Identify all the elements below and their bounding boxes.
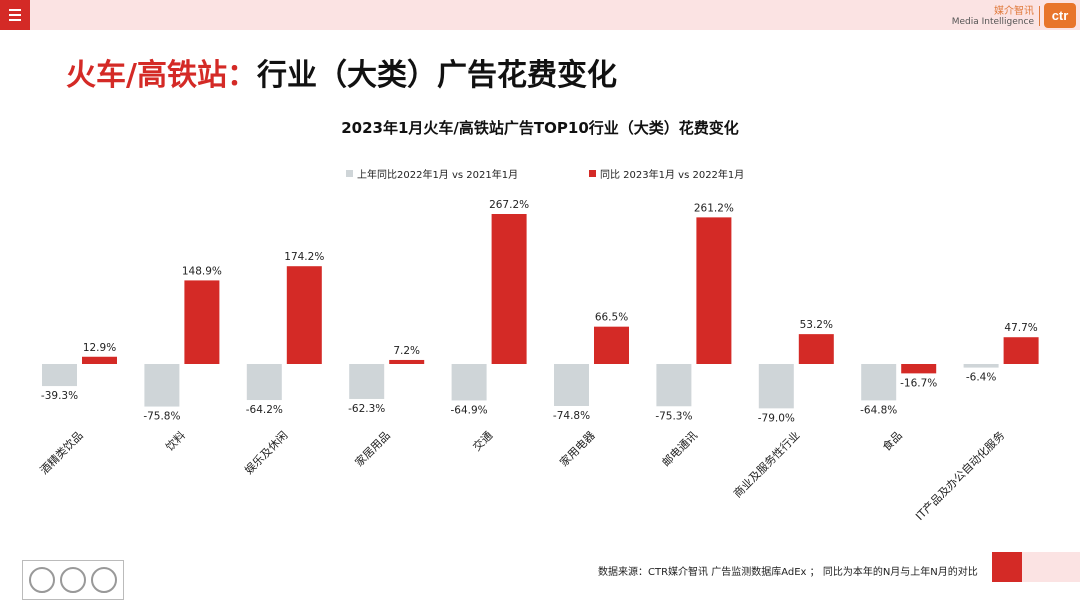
brand-name-en: Media Intelligence <box>951 17 1034 27</box>
data-label: -79.0% <box>758 412 795 424</box>
category-label: 家居用品 <box>352 428 393 469</box>
page-title: 火车/高铁站：行业（大类）广告花费变化 <box>66 50 617 94</box>
data-label: -64.2% <box>246 404 283 416</box>
bar-yoy <box>491 214 527 364</box>
bar-yoy <box>594 326 629 364</box>
menu-icon-line <box>9 14 21 16</box>
data-label: -62.3% <box>348 403 385 415</box>
sgs-seal-icon <box>60 567 86 593</box>
brand-divider <box>1039 6 1040 26</box>
bar-yoy <box>389 359 425 364</box>
data-label: -16.7% <box>900 377 937 389</box>
data-label: -64.9% <box>451 404 488 416</box>
bar-prev-year <box>451 364 487 401</box>
bar-prev-year <box>246 364 282 401</box>
data-label: 66.5% <box>595 312 628 324</box>
data-label: 267.2% <box>489 199 529 211</box>
data-label: -6.4% <box>966 372 996 384</box>
data-label: -64.8% <box>860 404 897 416</box>
bar-yoy <box>901 364 937 374</box>
bar-prev-year <box>861 364 897 401</box>
data-label: -74.8% <box>553 410 590 422</box>
footer-pink-block <box>1022 552 1080 582</box>
menu-button[interactable] <box>0 0 30 30</box>
bar-prev-year <box>656 364 692 407</box>
category-label: 娱乐及休闲 <box>242 428 291 477</box>
chart-title: 2023年1月火车/高铁站广告TOP10行业（大类）花费变化 <box>341 119 739 137</box>
brand-text: 媒介智讯 Media Intelligence <box>952 6 1034 28</box>
bar-yoy <box>82 356 117 364</box>
category-label: 饮料 <box>163 428 188 453</box>
bar-yoy <box>286 266 322 364</box>
legend-label: 上年同比2022年1月 vs 2021年1月 <box>357 168 518 181</box>
certification-seals <box>22 560 124 600</box>
menu-icon-line <box>9 19 21 21</box>
data-label: -75.3% <box>655 410 692 422</box>
data-label: 261.2% <box>694 202 734 214</box>
bar-yoy <box>696 217 732 364</box>
bar-prev-year <box>758 364 794 409</box>
category-label: 交通 <box>470 428 495 453</box>
bar-prev-year <box>144 364 180 407</box>
data-label: 7.2% <box>393 345 420 357</box>
page-title-main: 行业（大类）广告花费变化 <box>256 58 617 93</box>
data-label: 47.7% <box>1004 322 1037 334</box>
legend-label: 同比 2023年1月 vs 2022年1月 <box>600 168 744 181</box>
category-label: IT产品及办公自动化服务 <box>912 428 1007 523</box>
bar-yoy <box>1003 337 1039 364</box>
legend-swatch <box>589 170 596 177</box>
sgs-seal-icon <box>29 567 55 593</box>
top-bar <box>0 0 1080 30</box>
legend-swatch <box>346 170 353 177</box>
data-label: -39.3% <box>41 390 78 402</box>
data-label: 148.9% <box>182 265 222 277</box>
bar-prev-year <box>554 364 589 406</box>
menu-icon <box>9 9 21 11</box>
bar-prev-year <box>42 364 77 387</box>
category-label: 商业及服务性行业 <box>730 428 802 500</box>
ctr-logo: ctr <box>1044 3 1076 28</box>
category-label: 邮电通讯 <box>660 429 700 469</box>
bar-yoy <box>798 334 834 364</box>
data-label: -75.8% <box>143 411 180 423</box>
data-label: 12.9% <box>83 342 116 354</box>
footer-red-block <box>992 552 1022 582</box>
page-title-highlight: 火车/高铁站： <box>66 58 257 93</box>
data-label: 174.2% <box>284 251 324 263</box>
category-label: 食品 <box>879 428 904 453</box>
data-label: 53.2% <box>800 319 833 331</box>
category-label: 家用电器 <box>557 428 598 469</box>
brand-name-cn: 媒介智讯 <box>994 6 1034 17</box>
sgs-seal-icon <box>91 567 117 593</box>
bar-yoy <box>184 280 220 364</box>
data-source-note: 数据来源：CTR媒介智讯 广告监测数据库AdEx ； 同比为本年的N月与上年N月… <box>598 567 978 578</box>
category-label: 酒精类饮品 <box>37 428 86 477</box>
bar-prev-year <box>349 364 385 399</box>
bar-prev-year <box>963 364 999 368</box>
